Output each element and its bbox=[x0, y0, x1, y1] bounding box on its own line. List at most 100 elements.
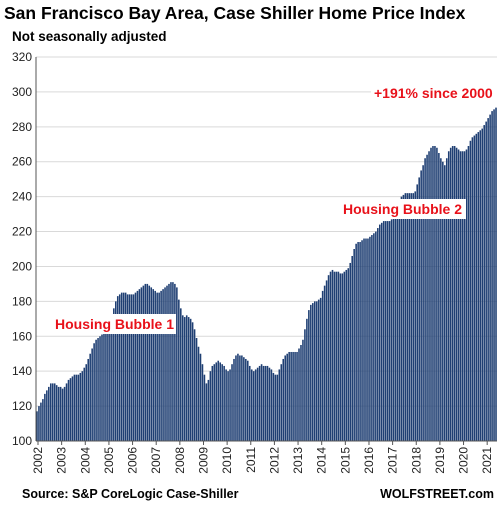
bars bbox=[36, 107, 497, 442]
bar bbox=[42, 399, 44, 441]
x-tick-label: 2003 bbox=[55, 447, 69, 474]
bar bbox=[420, 170, 422, 442]
bar bbox=[227, 371, 229, 441]
bar bbox=[213, 364, 216, 441]
bar bbox=[65, 383, 68, 441]
bar bbox=[51, 383, 54, 441]
bar bbox=[426, 154, 428, 441]
bar bbox=[304, 329, 306, 441]
bar bbox=[459, 151, 462, 441]
bar bbox=[264, 365, 267, 441]
bar bbox=[245, 358, 247, 441]
bar bbox=[176, 287, 178, 441]
bar bbox=[424, 158, 426, 441]
x-tick-label: 2012 bbox=[267, 447, 281, 474]
bar bbox=[475, 133, 478, 442]
bar bbox=[312, 303, 314, 441]
bar bbox=[483, 125, 485, 441]
bar bbox=[144, 283, 147, 441]
bar bbox=[219, 362, 221, 441]
bar bbox=[146, 283, 149, 441]
bar bbox=[438, 153, 440, 441]
bar bbox=[369, 236, 371, 441]
annotation-since-2000-text: +191% since 2000 bbox=[374, 85, 493, 101]
bar bbox=[471, 137, 474, 442]
y-tick-label: 100 bbox=[12, 434, 32, 448]
bar bbox=[382, 221, 385, 441]
x-tick-label: 2005 bbox=[102, 447, 116, 474]
bar bbox=[345, 269, 348, 441]
bar bbox=[221, 364, 223, 441]
bar bbox=[412, 193, 415, 441]
bar bbox=[189, 318, 192, 441]
bar bbox=[451, 146, 454, 441]
bar bbox=[461, 151, 464, 441]
bar bbox=[63, 386, 66, 441]
bar bbox=[203, 374, 206, 441]
bar bbox=[302, 339, 304, 441]
bar bbox=[160, 290, 162, 441]
bar bbox=[278, 369, 281, 441]
bar bbox=[209, 371, 212, 441]
bar bbox=[40, 402, 42, 441]
bar bbox=[118, 294, 121, 441]
bar bbox=[193, 329, 196, 441]
bar bbox=[367, 238, 369, 441]
bar bbox=[178, 299, 180, 441]
bar bbox=[195, 338, 198, 441]
bar bbox=[469, 140, 472, 442]
bar bbox=[233, 358, 235, 441]
bar bbox=[361, 240, 363, 441]
x-tick-label: 2016 bbox=[362, 447, 376, 474]
bar bbox=[317, 299, 320, 441]
bar bbox=[487, 118, 489, 441]
bar bbox=[268, 367, 271, 441]
bar bbox=[473, 135, 476, 441]
bar bbox=[260, 364, 263, 441]
bar bbox=[120, 292, 123, 441]
bar bbox=[243, 357, 245, 441]
bar bbox=[449, 147, 452, 441]
bar bbox=[343, 271, 346, 441]
bar bbox=[274, 374, 277, 441]
bar bbox=[284, 355, 287, 441]
x-tick-labels: 2002 2003 2004 2005 2006 2007 2008 2009 2010 2011… bbox=[31, 441, 494, 474]
y-tick-label: 200 bbox=[12, 259, 32, 273]
bar bbox=[215, 362, 218, 441]
bar bbox=[310, 304, 312, 441]
bar bbox=[453, 146, 456, 441]
bar bbox=[152, 289, 155, 441]
bar bbox=[479, 130, 482, 442]
bar bbox=[142, 285, 145, 441]
bar bbox=[390, 219, 393, 441]
bar bbox=[172, 282, 174, 441]
bar bbox=[455, 147, 458, 441]
bar bbox=[207, 379, 210, 441]
bar bbox=[351, 255, 353, 441]
bar bbox=[181, 315, 184, 441]
bar bbox=[329, 271, 332, 441]
bar bbox=[339, 273, 342, 441]
bar bbox=[373, 233, 375, 441]
bar bbox=[375, 231, 377, 441]
bar bbox=[495, 107, 497, 442]
y-tick-label: 120 bbox=[12, 399, 32, 413]
x-tick-label: 2018 bbox=[409, 447, 423, 474]
annotation-bubble-2-text: Housing Bubble 2 bbox=[343, 201, 462, 217]
annotation-bubble-1: Housing Bubble 1 bbox=[52, 314, 176, 334]
bar bbox=[341, 273, 344, 441]
bar bbox=[95, 339, 97, 441]
source-note: Source: S&P CoreLogic Case-Shiller bbox=[22, 487, 239, 501]
bar bbox=[48, 386, 50, 441]
bar bbox=[256, 367, 259, 441]
y-tick-label: 240 bbox=[12, 190, 32, 204]
bar bbox=[270, 369, 273, 441]
y-tick-label: 140 bbox=[12, 364, 32, 378]
gridlines bbox=[36, 56, 497, 442]
bar bbox=[272, 372, 275, 441]
bar bbox=[266, 365, 269, 441]
bar bbox=[400, 196, 403, 441]
bar bbox=[377, 228, 379, 441]
bar bbox=[280, 364, 283, 441]
